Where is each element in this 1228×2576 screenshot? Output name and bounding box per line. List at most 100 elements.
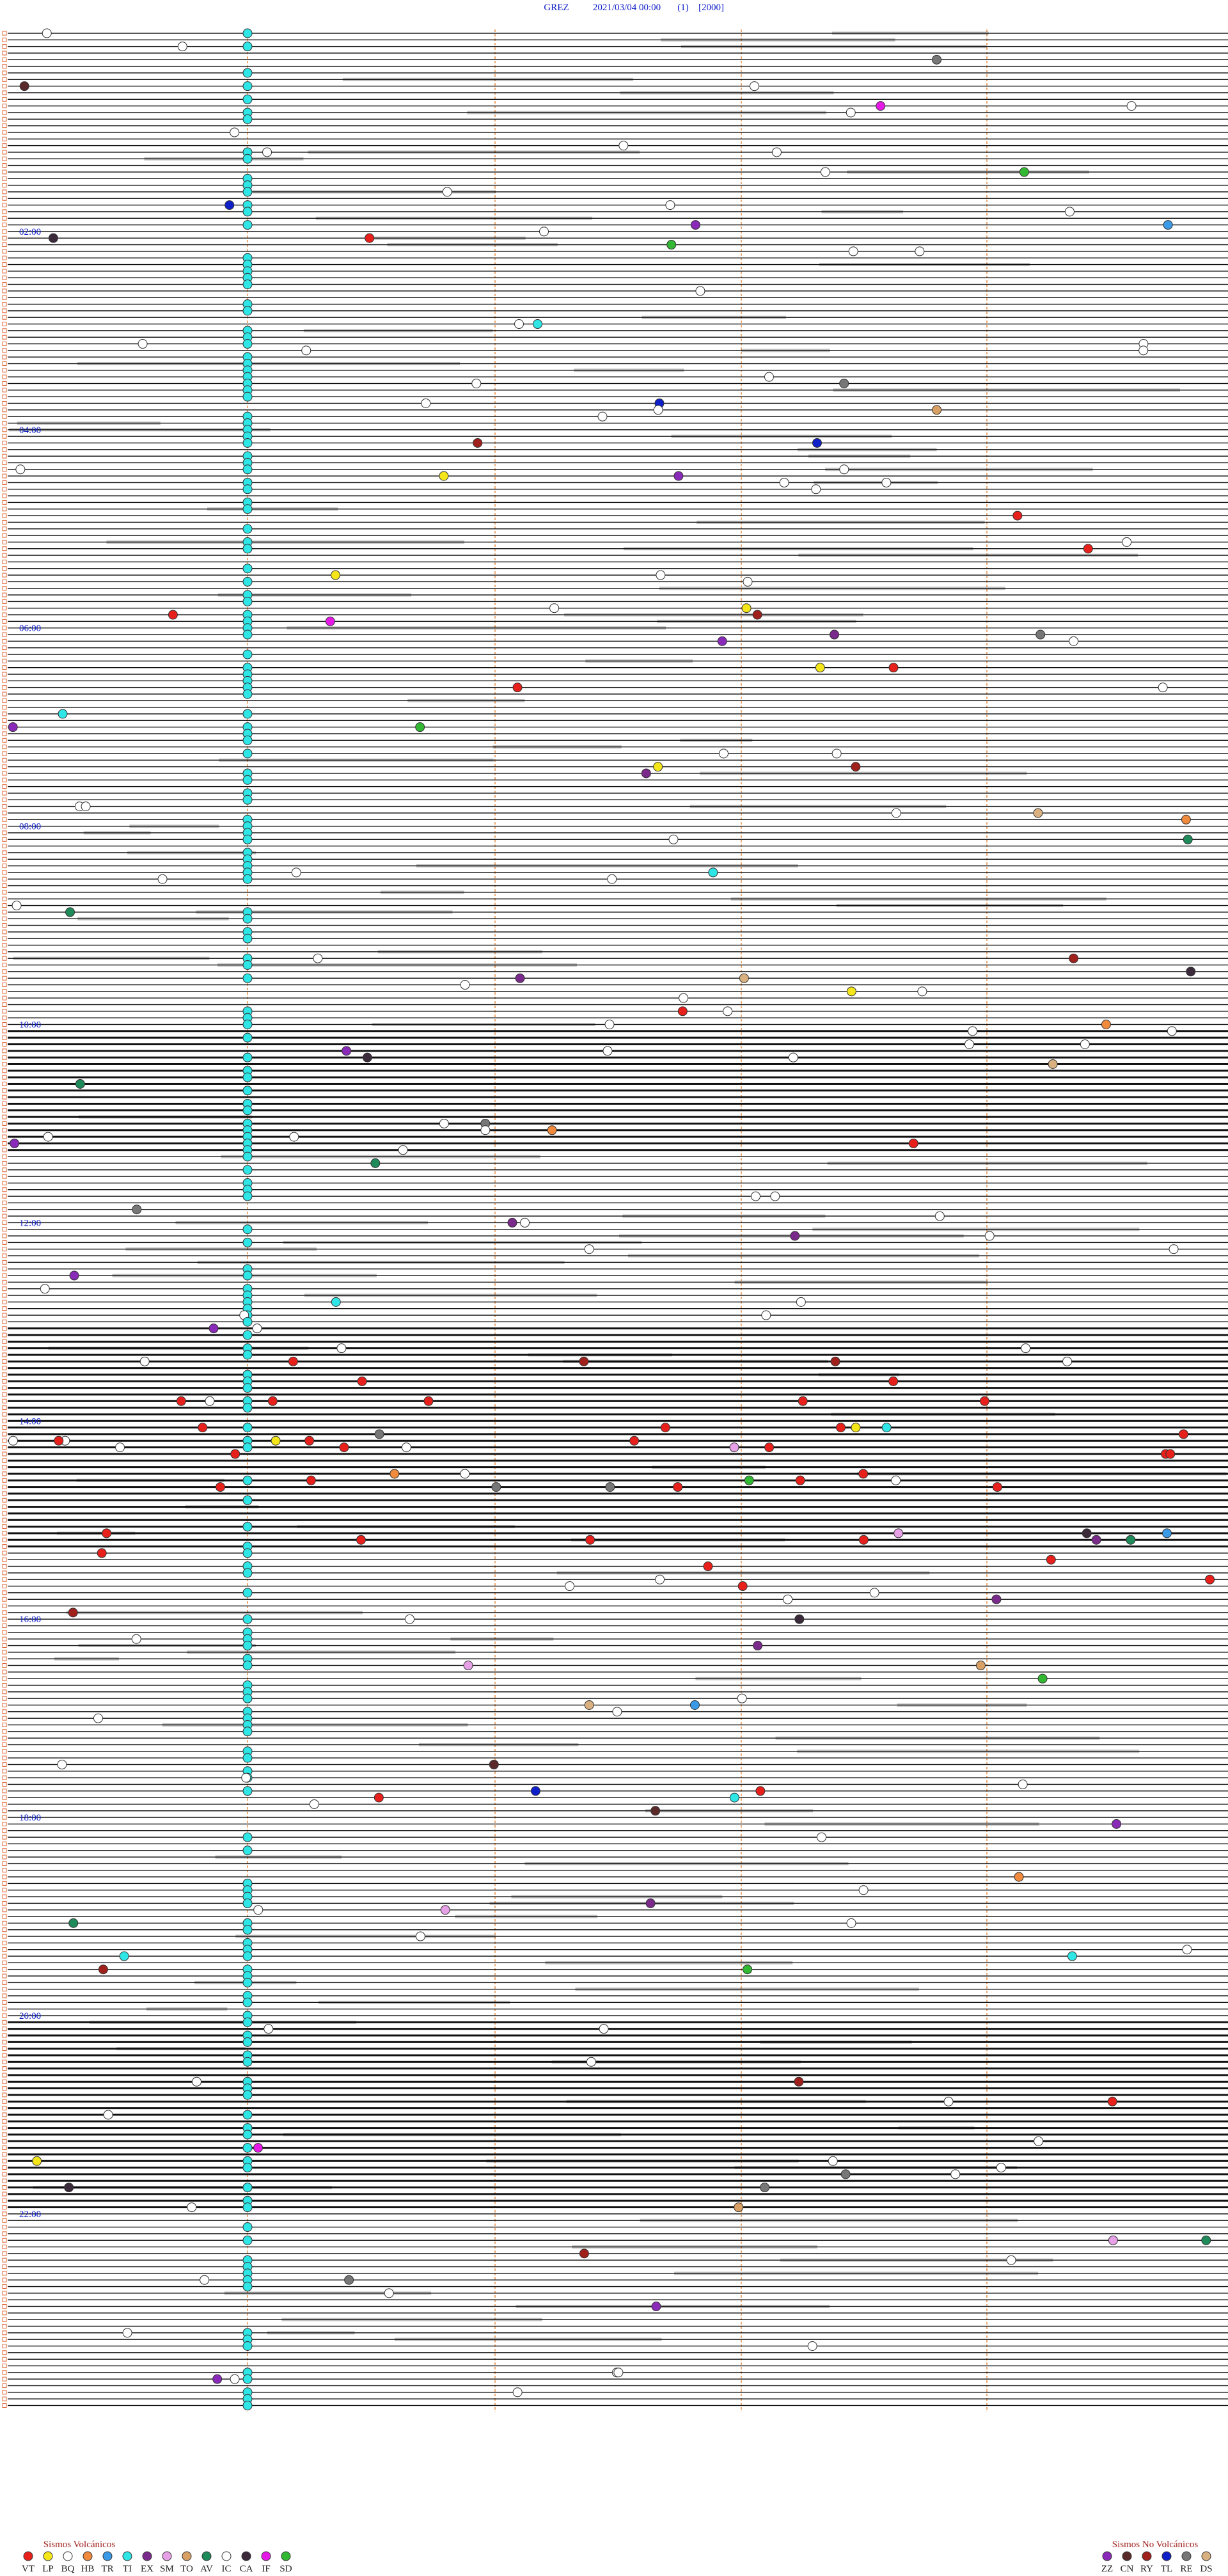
row-marker: [2, 388, 7, 393]
event: [357, 1376, 367, 1386]
event: [679, 993, 689, 1003]
event: [242, 2017, 253, 2027]
trace: [8, 2002, 1228, 2003]
event: [655, 1574, 665, 1584]
trace: [8, 931, 1228, 933]
event: [242, 207, 253, 217]
event: [1048, 1059, 1058, 1069]
row-marker: [2, 2264, 7, 2270]
trace-noise: [700, 771, 1027, 775]
event: [656, 570, 666, 580]
event: [753, 1641, 763, 1651]
row-marker: [2, 1670, 7, 1675]
event: [1082, 1528, 1092, 1538]
row-marker: [2, 295, 7, 300]
row-marker: [2, 1366, 7, 1371]
row-marker: [2, 1808, 7, 1813]
hour-label: 20:00: [19, 2011, 41, 2021]
trace: [8, 521, 1228, 523]
event: [851, 1423, 861, 1433]
trace: [8, 1142, 1228, 1144]
row-marker: [2, 1233, 7, 1238]
trace: [8, 2015, 1228, 2016]
event: [950, 2169, 961, 2179]
trace: [8, 2060, 1228, 2063]
trace: [8, 753, 1228, 754]
trace: [8, 1565, 1228, 1567]
trace: [8, 2140, 1228, 2142]
event: [996, 2163, 1006, 2173]
event: [242, 1786, 253, 1796]
row-marker: [2, 1505, 7, 1510]
row-marker: [2, 1048, 7, 1054]
event: [690, 220, 700, 230]
event: [344, 2275, 354, 2285]
event: [253, 1905, 264, 1915]
trace: [8, 2048, 1228, 2050]
event: [689, 1700, 700, 1710]
trace-noise: [416, 864, 798, 868]
trace: [8, 2094, 1228, 2096]
legend-marker: [23, 2551, 33, 2561]
row-marker: [2, 1927, 7, 1932]
event: [54, 1435, 64, 1446]
legend-marker: [122, 2551, 132, 2561]
event: [584, 1700, 594, 1710]
event: [830, 629, 840, 640]
trace: [8, 1883, 1228, 1885]
trace: [8, 1473, 1228, 1475]
legend-label: CA: [240, 2564, 253, 2574]
event: [1064, 207, 1074, 217]
row-marker: [2, 1987, 7, 1992]
event: [242, 2037, 253, 2047]
trace: [8, 1387, 1228, 1389]
event: [242, 1727, 253, 1737]
row-marker: [2, 1709, 7, 1714]
event: [10, 1138, 20, 1148]
event: [64, 2183, 74, 2193]
row-marker: [2, 2152, 7, 2157]
event: [744, 1475, 754, 1485]
event: [729, 1792, 739, 1803]
trace-noise: [808, 454, 911, 458]
event: [242, 114, 253, 124]
row-marker: [2, 249, 7, 254]
trace: [8, 1453, 1228, 1455]
row-marker: [2, 1359, 7, 1364]
legend-marker: [221, 2551, 232, 2561]
row-marker: [2, 1722, 7, 1727]
trace-noise: [857, 1472, 1227, 1476]
event: [242, 834, 253, 844]
trace-noise: [831, 1412, 1055, 1416]
event: [851, 762, 861, 772]
event: [737, 1693, 747, 1703]
row-marker: [2, 2073, 7, 2078]
event: [242, 1383, 253, 1393]
event: [858, 1469, 869, 1479]
event: [288, 1356, 298, 1366]
trace-noise: [196, 910, 453, 914]
row-marker: [2, 2324, 7, 2329]
event: [242, 2374, 253, 2384]
row-marker: [2, 2198, 7, 2203]
row-marker: [2, 890, 7, 895]
row-marker: [2, 1584, 7, 1589]
legend-label: HB: [81, 2564, 95, 2574]
trace: [8, 1599, 1228, 1600]
event: [650, 1806, 661, 1816]
row-marker: [2, 1041, 7, 1047]
trace-noise: [76, 1478, 224, 1482]
row-marker: [2, 1993, 7, 1998]
trace: [8, 2179, 1228, 2182]
row-marker: [2, 420, 7, 425]
row-marker: [2, 1742, 7, 1747]
trace: [8, 1995, 1228, 1996]
row-marker: [2, 1894, 7, 1899]
event: [242, 629, 253, 640]
event: [1201, 2235, 1211, 2245]
event: [618, 141, 629, 151]
row-marker: [2, 1835, 7, 1840]
event: [1107, 2096, 1117, 2106]
legend-label: RE: [1180, 2564, 1192, 2574]
trace: [8, 1367, 1228, 1370]
